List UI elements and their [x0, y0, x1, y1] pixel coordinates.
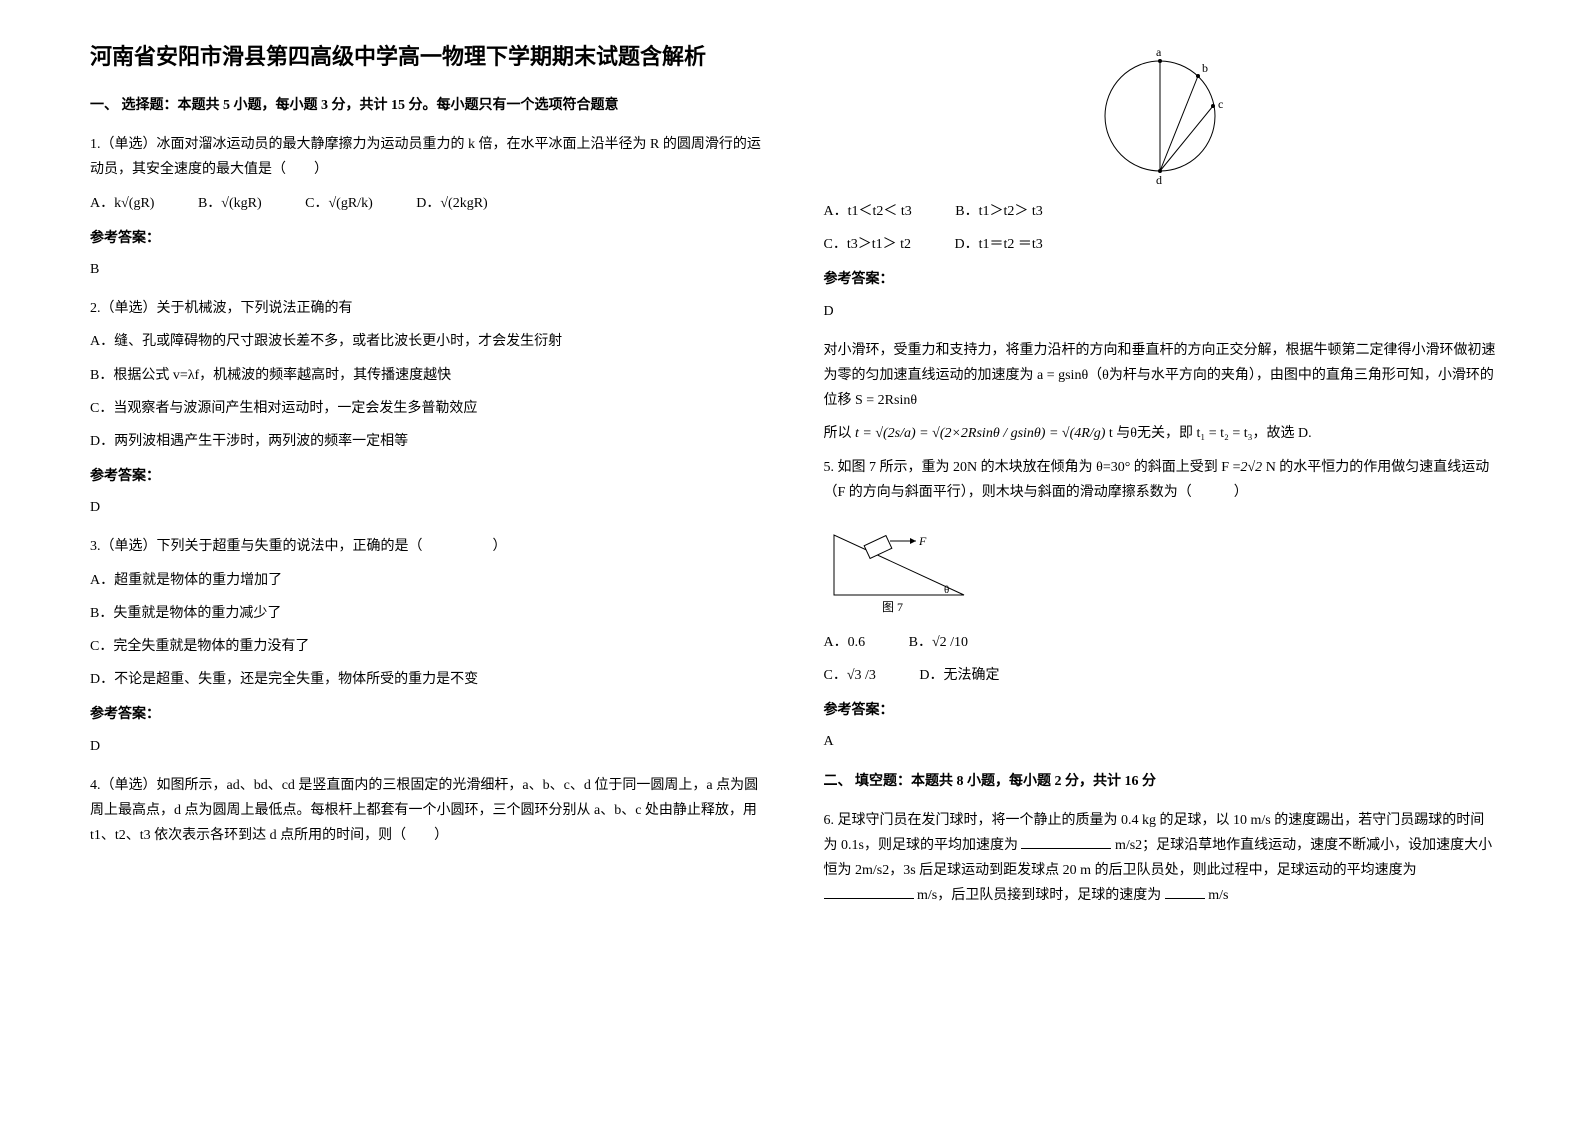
svg-text:a: a: [1156, 46, 1162, 59]
q1-options: A．k√(gR) B．√(kgR) C．√(gR/k) D．√(2kgR): [90, 191, 764, 216]
q4-options-row1: A．t1＜t2＜ t3 B．t1＞t2＞ t3: [824, 199, 1498, 224]
q3-opt-d: D．不论是超重、失重，还是完全失重，物体所受的重力是不变: [90, 667, 764, 692]
q1-opt-a: A．k√(gR): [90, 191, 154, 216]
q5-options-row1: A．0.6 B．√2 /10: [824, 630, 1498, 655]
q5-opt-a: A．0.6: [824, 630, 866, 655]
q6-blank-3: [1165, 884, 1205, 899]
q6-part-2: m/s，后卫队员接到球时，足球的速度为: [917, 888, 1161, 903]
section-2-heading: 二、 填空题：本题共 8 小题，每小题 2 分，共计 16 分: [824, 769, 1498, 794]
q3-stem: 3.（单选）下列关于超重与失重的说法中，正确的是（ ）: [90, 534, 764, 559]
q6-text: 6. 足球守门员在发门球时，将一个静止的质量为 0.4 kg 的足球，以 10 …: [824, 808, 1498, 909]
svg-text:θ: θ: [944, 584, 949, 596]
q3-opt-a: A．超重就是物体的重力增加了: [90, 568, 764, 593]
q6-blank-1: [1021, 834, 1111, 849]
q5-stem-force: 2√2: [1241, 460, 1263, 475]
svg-text:d: d: [1156, 173, 1162, 186]
q4-options-row2: C．t3＞t1＞ t2 D．t1＝t2 ＝t3: [824, 232, 1498, 257]
q4-answer-label: 参考答案：: [824, 267, 1498, 292]
q4-explain-2: 所以 t = √(2s/a) = √(2×2Rsinθ / gsinθ) = √…: [824, 421, 1498, 446]
svg-text:c: c: [1218, 97, 1223, 111]
q2-opt-b: B．根据公式 v=λf，机械波的频率越高时，其传播速度越快: [90, 363, 764, 388]
q5-fig-caption: 图 7: [882, 600, 903, 614]
q5-opt-d: D．无法确定: [919, 663, 999, 688]
q4-explain-1: 对小滑环，受重力和支持力，将重力沿杆的方向和垂直杆的方向正交分解，根据牛顿第二定…: [824, 338, 1498, 414]
q2-opt-a: A．缝、孔或障碍物的尺寸跟波长差不多，或者比波长更小时，才会发生衍射: [90, 329, 764, 354]
q2-answer-label: 参考答案：: [90, 464, 764, 489]
q5-stem: 5. 如图 7 所示，重为 20N 的木块放在倾角为 θ=30° 的斜面上受到 …: [824, 455, 1498, 505]
q4-explain-2-suffix: t 与θ无关，即 t₁ = t₂ = t₃，故选 D.: [1109, 426, 1312, 441]
q4-explain-2-prefix: 所以: [824, 426, 856, 441]
q2-opt-d: D．两列波相遇产生干涉时，两列波的频率一定相等: [90, 429, 764, 454]
q5-incline-diagram: F θ 图 7: [824, 515, 1498, 620]
svg-text:F: F: [918, 534, 927, 548]
q4-explain-2-formula: t = √(2s/a) = √(2×2Rsinθ / gsinθ) = √(4R…: [855, 426, 1105, 441]
q6-part-3: m/s: [1208, 888, 1228, 903]
q2-opt-c: C．当观察者与波源间产生相对运动时，一定会发生多普勒效应: [90, 396, 764, 421]
q5-opt-c: C．√3 /3: [824, 663, 876, 688]
q4-opt-a: A．t1＜t2＜ t3: [824, 199, 912, 224]
q4-answer: D: [824, 299, 1498, 324]
q4-stem: 4.（单选）如图所示，ad、bd、cd 是竖直面内的三根固定的光滑细杆，a、b、…: [90, 773, 764, 849]
q1-opt-c: C．√(gR/k): [305, 191, 373, 216]
q4-opt-c: C．t3＞t1＞ t2: [824, 232, 912, 257]
q5-opt-b: B．√2 /10: [909, 630, 968, 655]
q3-opt-b: B．失重就是物体的重力减少了: [90, 601, 764, 626]
q1-opt-d: D．√(2kgR): [416, 191, 487, 216]
q1-answer-label: 参考答案：: [90, 226, 764, 251]
q3-opt-c: C．完全失重就是物体的重力没有了: [90, 634, 764, 659]
q4-opt-b: B．t1＞t2＞ t3: [955, 199, 1043, 224]
q4-opt-d: D．t1＝t2 ＝t3: [955, 232, 1043, 257]
q5-answer-label: 参考答案：: [824, 698, 1498, 723]
q5-answer: A: [824, 729, 1498, 754]
q1-answer: B: [90, 257, 764, 282]
q5-options-row2: C．√3 /3 D．无法确定: [824, 663, 1498, 688]
q5-stem-pre: 5. 如图 7 所示，重为 20N 的木块放在倾角为 θ=30° 的斜面上受到 …: [824, 460, 1241, 475]
q3-answer: D: [90, 734, 764, 759]
q1-opt-b: B．√(kgR): [198, 191, 262, 216]
section-1-heading: 一、 选择题：本题共 5 小题，每小题 3 分，共计 15 分。每小题只有一个选…: [90, 93, 764, 118]
q3-answer-label: 参考答案：: [90, 702, 764, 727]
left-column: 河南省安阳市滑县第四高级中学高一物理下学期期末试题含解析 一、 选择题：本题共 …: [90, 40, 764, 917]
q2-answer: D: [90, 495, 764, 520]
q1-stem: 1.（单选）冰面对溜冰运动员的最大静摩擦力为运动员重力的 k 倍，在水平冰面上沿…: [90, 132, 764, 182]
svg-text:b: b: [1202, 61, 1208, 75]
q4-circle-diagram: a b c d: [824, 46, 1498, 191]
right-column: a b c d A．t1＜t2＜ t3 B．t1＞t2＞ t3 C．t3＞t1＞…: [824, 40, 1498, 917]
document-title: 河南省安阳市滑县第四高级中学高一物理下学期期末试题含解析: [90, 40, 764, 73]
q2-stem: 2.（单选）关于机械波，下列说法正确的有: [90, 296, 764, 321]
q6-blank-2: [824, 884, 914, 899]
